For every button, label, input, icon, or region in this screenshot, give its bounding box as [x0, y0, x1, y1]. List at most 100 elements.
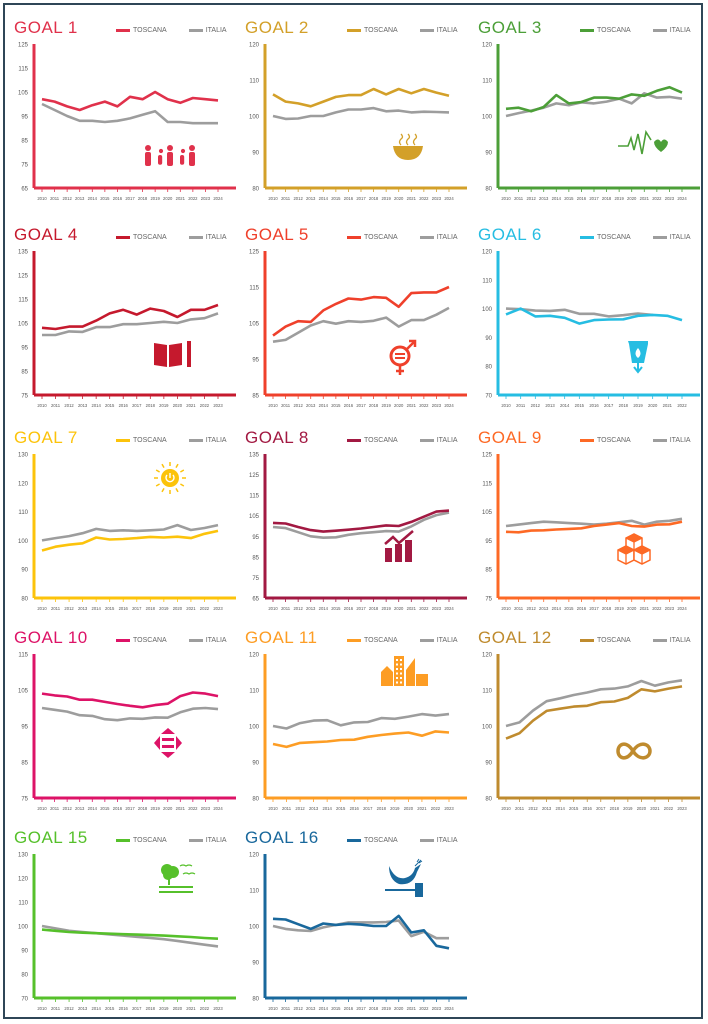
- y-tick-label: 105: [249, 514, 260, 520]
- x-tick-label: 2015: [331, 1006, 341, 1011]
- series-line-toscana: [505, 685, 683, 740]
- x-tick-label: 2010: [501, 403, 511, 408]
- legend-label: ITALIA: [205, 234, 227, 241]
- x-tick-label: 2016: [350, 806, 360, 811]
- x-tick-label: 2022: [677, 403, 687, 408]
- x-tick-label: 2015: [575, 403, 585, 408]
- x-tick-label: 2023: [432, 403, 442, 408]
- x-tick-label: 2023: [213, 403, 223, 408]
- chart-title: GOAL 2: [245, 18, 309, 37]
- legend-label: ITALIA: [436, 27, 458, 34]
- legend-item: ITALIA: [419, 27, 458, 34]
- x-tick-label: 2010: [268, 806, 278, 811]
- page-frame: [3, 3, 703, 1019]
- x-tick-label: 2013: [75, 806, 85, 811]
- x-tick-label: 2019: [381, 403, 391, 408]
- chart-title: GOAL 11: [245, 628, 318, 647]
- chart-title: GOAL 5: [245, 225, 309, 244]
- y-tick-label: 105: [482, 510, 493, 516]
- x-tick-label: 2019: [633, 403, 643, 408]
- series-line-toscana: [272, 87, 450, 108]
- y-tick-label: 100: [249, 725, 260, 731]
- legend-swatch: [116, 839, 130, 842]
- legend-item: ITALIA: [188, 837, 227, 844]
- legend-item: TOSCANA: [580, 437, 631, 444]
- bowl-icon: [393, 133, 423, 160]
- chart-legend: TOSCANA ITALIA: [580, 27, 691, 34]
- x-tick-label: 2023: [213, 606, 223, 611]
- line-chart: 65 75 85 95 105 115 125 135 2010 2011 2012 2013 2014…: [249, 453, 467, 611]
- x-tick-label: 2019: [623, 806, 633, 811]
- y-tick-label: 100: [249, 115, 260, 121]
- x-tick-label: 2024: [677, 606, 687, 611]
- x-tick-label: 2011: [281, 606, 291, 611]
- x-tick-label: 2019: [159, 403, 169, 408]
- y-tick-label: 90: [21, 568, 28, 574]
- x-tick-label: 2021: [186, 606, 196, 611]
- x-tick-label: 2011: [514, 196, 524, 201]
- cubes-icon: [617, 533, 651, 565]
- x-tick-label: 2015: [100, 806, 110, 811]
- chart-panel: GOAL 9 TOSCANA ITALIA 75 85 95 105 115 125 2010 20…: [478, 418, 704, 618]
- x-tick-label: 2017: [604, 403, 614, 408]
- y-tick-label: 80: [252, 997, 259, 1003]
- x-tick-label: 2018: [602, 606, 612, 611]
- x-tick-label: 2012: [293, 1006, 303, 1011]
- x-tick-label: 2023: [677, 806, 687, 811]
- series-line-italia: [272, 712, 450, 730]
- legend-label: ITALIA: [205, 437, 227, 444]
- x-tick-label: 2011: [516, 403, 526, 408]
- y-tick-label: 100: [482, 307, 493, 313]
- legend-swatch: [652, 639, 667, 642]
- x-tick-label: 2021: [407, 196, 417, 201]
- y-tick-label: 80: [485, 797, 492, 803]
- x-tick-label: 2024: [677, 196, 687, 201]
- y-tick-label: 120: [18, 877, 29, 883]
- y-tick-label: 120: [249, 43, 260, 49]
- x-tick-label: 2016: [344, 1006, 354, 1011]
- chart-legend: TOSCANA ITALIA: [116, 27, 227, 34]
- y-tick-label: 110: [482, 79, 492, 85]
- x-tick-label: 2020: [394, 606, 404, 611]
- legend-label: ITALIA: [436, 234, 458, 241]
- x-tick-label: 2014: [88, 806, 98, 811]
- x-tick-label: 2021: [650, 806, 660, 811]
- legend-swatch: [580, 439, 594, 442]
- x-tick-label: 2016: [119, 606, 129, 611]
- x-tick-label: 2012: [64, 1006, 74, 1011]
- x-tick-label: 2013: [309, 806, 319, 811]
- x-tick-label: 2013: [539, 606, 549, 611]
- x-tick-label: 2013: [539, 196, 549, 201]
- x-tick-label: 2014: [91, 1006, 101, 1011]
- y-tick-label: 65: [21, 187, 28, 193]
- x-tick-label: 2021: [417, 806, 427, 811]
- x-tick-label: 2019: [614, 606, 624, 611]
- x-tick-label: 2017: [356, 1006, 366, 1011]
- legend-label: TOSCANA: [597, 437, 631, 444]
- y-tick-label: 90: [252, 151, 259, 157]
- infinity-loop-icon: [616, 742, 652, 760]
- x-tick-label: 2021: [176, 196, 186, 201]
- y-tick-label: 70: [485, 394, 492, 400]
- y-tick-label: 110: [482, 278, 492, 284]
- growth-chart-icon: [384, 530, 414, 562]
- x-tick-label: 2015: [336, 806, 346, 811]
- y-tick-label: 80: [21, 973, 28, 979]
- y-tick-label: 75: [21, 394, 28, 400]
- x-tick-label: 2022: [188, 196, 198, 201]
- x-tick-label: 2015: [331, 606, 341, 611]
- y-tick-label: 90: [485, 151, 492, 157]
- chart-panel: GOAL 3 TOSCANA ITALIA 80 90 100 110 120 2010 2011…: [478, 8, 704, 208]
- y-tick-label: 75: [485, 597, 492, 603]
- x-tick-label: 2021: [407, 606, 417, 611]
- legend-label: ITALIA: [436, 837, 458, 844]
- legend-label: ITALIA: [669, 637, 691, 644]
- legend-item: TOSCANA: [580, 27, 631, 34]
- x-tick-label: 2012: [528, 806, 538, 811]
- x-tick-label: 2012: [293, 196, 303, 201]
- legend-swatch: [347, 839, 361, 842]
- legend-item: TOSCANA: [580, 234, 631, 241]
- y-tick-label: 90: [252, 761, 259, 767]
- legend-item: ITALIA: [188, 234, 227, 241]
- x-tick-label: 2018: [377, 806, 387, 811]
